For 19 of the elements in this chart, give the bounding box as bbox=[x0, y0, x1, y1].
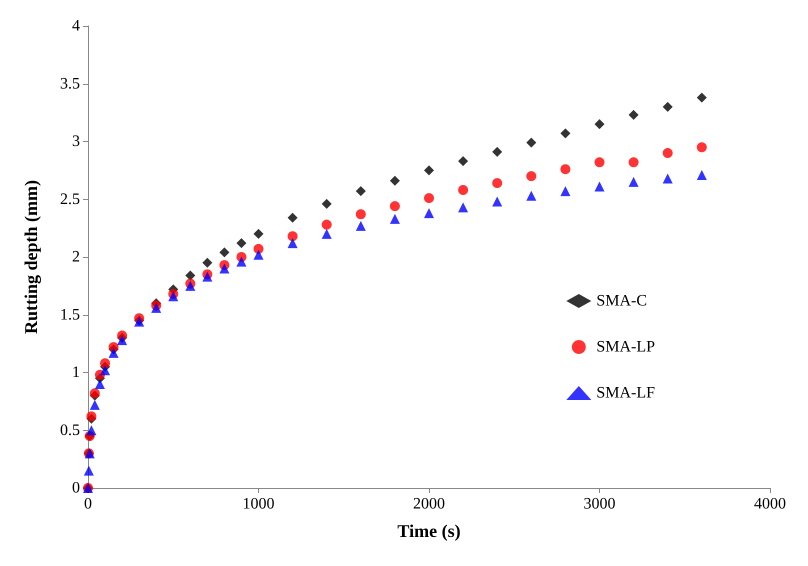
y-tick-label: 1 bbox=[72, 364, 80, 381]
y-tick-label: 1.5 bbox=[60, 306, 80, 324]
legend-label: SMA-C bbox=[596, 292, 648, 310]
y-tick-label: 2 bbox=[72, 248, 80, 266]
y-tick-label: 0 bbox=[72, 480, 80, 496]
x-tick-label: 2000 bbox=[413, 496, 445, 512]
x-tick-label: 3000 bbox=[584, 496, 616, 512]
x-tick-label: 1000 bbox=[242, 496, 274, 512]
y-tick-label: 2.5 bbox=[60, 190, 80, 208]
y-axis-title: Rutting depth (mm) bbox=[21, 180, 41, 334]
y-tick-label: 3 bbox=[72, 133, 80, 150]
x-tick-label: 4000 bbox=[754, 496, 786, 512]
y-tick-label: 0.5 bbox=[60, 422, 80, 439]
legend-label: SMA-LP bbox=[596, 338, 656, 356]
x-axis-title: Time (s) bbox=[397, 521, 461, 541]
y-tick-label: 4 bbox=[72, 18, 80, 34]
x-tick-label: 0 bbox=[84, 496, 92, 512]
y-tick-label: 3.5 bbox=[60, 75, 80, 92]
legend-label: SMA-LF bbox=[596, 384, 656, 402]
